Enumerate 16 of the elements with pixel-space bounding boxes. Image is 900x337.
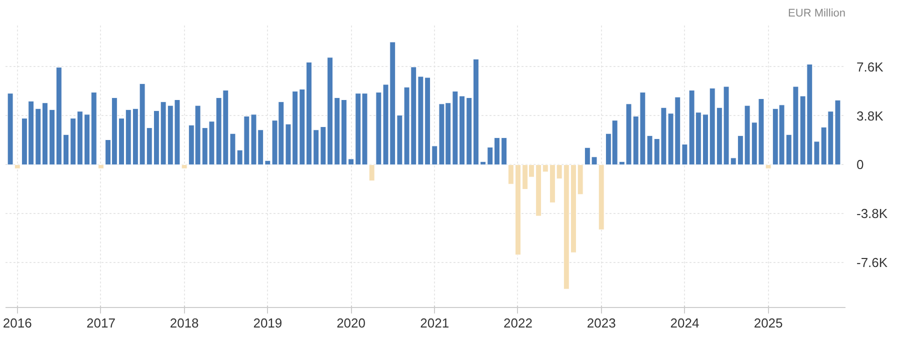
x-tick-label: 2025 [754,316,783,330]
y-tick-label: 7.6K [856,59,884,74]
x-tick-label: 2016 [2,316,32,330]
x-tick-label: 2024 [670,316,700,330]
y-tick-label: -7.6K [856,254,888,270]
x-tick-label: 2022 [504,316,532,330]
y-tick-label: -3.8K [856,206,888,222]
x-tick-label: 2019 [253,316,282,330]
x-tick-label: 2018 [170,316,199,330]
x-tick-label: 2021 [420,316,450,330]
y-tick-label: 0 [856,157,864,172]
x-tick-label: 2023 [586,316,616,330]
x-tick-label: 2017 [86,316,116,330]
text: EUR Million [788,8,846,20]
x-tick-label: 2020 [336,316,366,330]
y-tick-label: 3.8K [856,108,884,124]
